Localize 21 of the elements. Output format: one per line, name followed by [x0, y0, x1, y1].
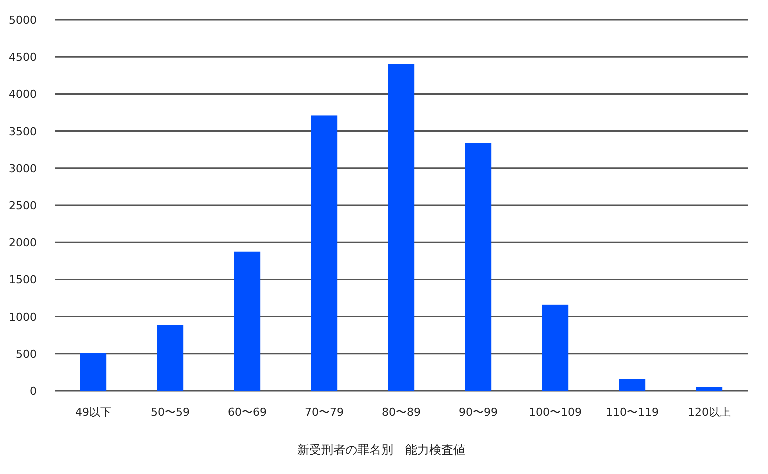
- y-tick-label: 0: [30, 385, 37, 398]
- y-tick-label: 2500: [9, 200, 37, 212]
- y-tick-label: 2000: [9, 236, 37, 250]
- y-tick-label: 1500: [9, 274, 37, 287]
- y-tick-label: 4000: [9, 88, 37, 102]
- x-tick-label: 70〜79: [305, 406, 344, 419]
- y-tick-label: 500: [16, 348, 37, 361]
- x-tick-label: 80〜89: [382, 406, 421, 419]
- x-tick-label: 50〜59: [151, 406, 190, 419]
- x-tick-label: 60〜69: [228, 406, 267, 419]
- y-tick-label: 3500: [9, 125, 37, 138]
- x-tick-label: 100〜109: [529, 406, 582, 419]
- x-tick-label: 120以上: [688, 406, 731, 419]
- y-tick-label: 1000: [9, 310, 37, 324]
- x-tick-label: 110〜119: [606, 406, 659, 419]
- y-tick-label: 3000: [9, 162, 37, 176]
- x-tick-label: 90〜99: [459, 406, 498, 419]
- y-tick-label: 5000: [9, 14, 37, 27]
- x-axis-title: 新受刑者の罪名別 能力検査値: [298, 443, 466, 457]
- y-tick-label: 4500: [9, 51, 37, 64]
- x-tick-label: 49以下: [76, 406, 112, 419]
